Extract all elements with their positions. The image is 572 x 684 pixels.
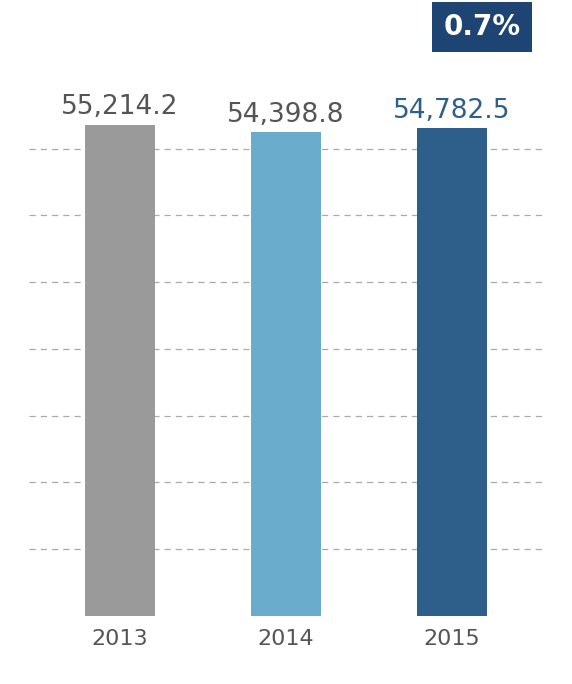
Bar [85, 124, 155, 616]
Text: 54,782.5: 54,782.5 [394, 98, 511, 124]
Text: 0.7%: 0.7% [443, 14, 521, 41]
Text: 54,398.8: 54,398.8 [227, 102, 345, 128]
Bar [251, 132, 321, 616]
Bar [417, 129, 487, 616]
Text: 55,214.2: 55,214.2 [61, 94, 178, 120]
